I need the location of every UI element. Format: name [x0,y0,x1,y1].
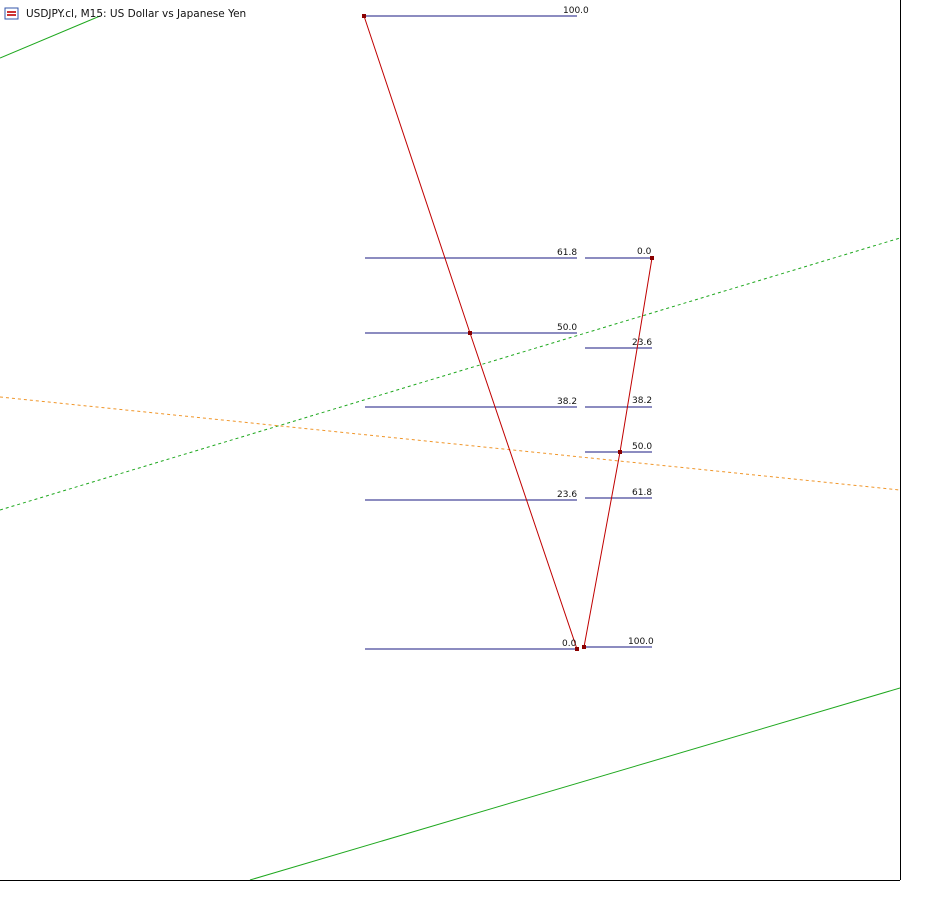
trend-line [0,237,900,511]
fib-label: 50.0 [632,442,652,452]
fib-label: 61.8 [557,248,577,258]
fib-label: 0.0 [562,639,577,649]
chart-title: USDJPY.cl, M15: US Dollar vs Japanese Ye… [26,8,246,20]
trend-line [0,15,101,59]
trend-line [0,396,900,491]
fib-label: 38.2 [557,397,577,407]
fib-label: 23.6 [632,338,652,348]
header: USDJPY.cl, M15: US Dollar vs Japanese Ye… [4,7,246,20]
fib-lines [365,15,652,650]
fib-label: 100.0 [563,6,589,16]
menu-icon-bar [7,14,16,16]
fib-label: 100.0 [628,637,654,647]
zigzag-points [362,14,654,651]
trend-line [249,687,900,880]
menu-icon[interactable] [4,7,19,20]
drawings [0,14,900,880]
fib-label: 50.0 [557,323,577,333]
fib-label: 23.6 [557,490,577,500]
fib-labels: 100.0 61.8 50.0 38.2 23.6 0.0 0.0 23.6 3… [557,6,654,649]
fib-label: 61.8 [632,488,652,498]
fib-label: 38.2 [632,396,652,406]
fib-label: 0.0 [637,247,652,257]
menu-icon-bar [7,11,16,13]
